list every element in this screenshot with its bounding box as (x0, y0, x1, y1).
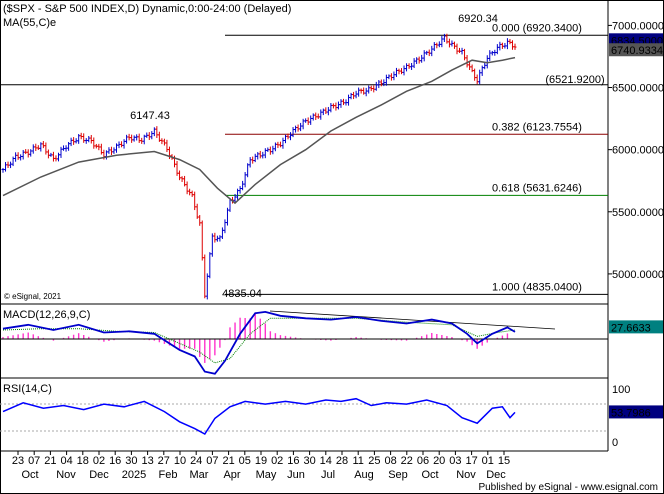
y-tick-label: 7000.0000 (612, 20, 664, 32)
x-month-label: Oct (21, 469, 38, 481)
x-day-label: 02 (271, 455, 283, 467)
x-day-label: 16 (109, 455, 121, 467)
fib-label: 0.382 (6123.7554) (492, 121, 582, 133)
ma-value-label-bg (609, 43, 663, 57)
x-month-label: Sep (388, 469, 408, 481)
x-month-label: 2025 (122, 469, 146, 481)
support-label: (6521.9200) (545, 74, 604, 86)
swing-label: 6920.34 (458, 13, 498, 25)
x-month-label: Feb (159, 469, 178, 481)
fib-label: 1.000 (4835.0400) (492, 281, 582, 293)
x-month-label: Aug (354, 469, 374, 481)
x-month-label: Dec (89, 469, 109, 481)
x-month-label: Apr (223, 469, 240, 481)
rsi-tick-label: 0 (612, 437, 618, 449)
x-day-label: 15 (498, 455, 510, 467)
last-price-label-bg (609, 33, 663, 47)
x-day-label: 06 (417, 455, 429, 467)
y-tick-label: 5000.0000 (612, 269, 664, 281)
price-bars (1, 33, 517, 300)
rsi-value-label-bg (609, 405, 663, 419)
watermark: © eSignal, 2021 (4, 292, 62, 301)
fib-label: 0.000 (6920.3400) (492, 22, 582, 34)
x-month-label: Oct (421, 469, 438, 481)
x-day-label: 20 (433, 455, 445, 467)
x-day-label: 17 (465, 455, 477, 467)
x-day-label: 14 (320, 455, 332, 467)
x-month-label: Jul (321, 469, 335, 481)
ma-55-line (2, 56, 516, 205)
x-month-label: Dec (486, 469, 506, 481)
x-day-label: 04 (60, 455, 72, 467)
x-day-label: 22 (401, 455, 413, 467)
x-day-label: 10 (174, 455, 186, 467)
y-tick-label: 6000.0000 (612, 145, 664, 157)
y-tick-label: 5500.0000 (612, 207, 664, 219)
macd-line (2, 310, 516, 375)
x-day-label: 28 (336, 455, 348, 467)
x-day-label: 21 (222, 455, 234, 467)
x-day-label: 30 (125, 455, 137, 467)
swing-label: 6147.43 (130, 110, 170, 122)
swing-label: 4835.04 (222, 288, 262, 300)
x-day-label: 21 (44, 455, 56, 467)
x-day-label: 08 (384, 455, 396, 467)
x-day-label: 24 (190, 455, 202, 467)
x-day-label: 07 (28, 455, 40, 467)
chart-title: ($SPX - S&P 500 INDEX,D) Dynamic,0:00-24… (3, 3, 291, 15)
ma-legend: MA(55,C)e (3, 17, 56, 29)
x-day-label: 02 (93, 455, 105, 467)
x-day-label: 16 (287, 455, 299, 467)
rsi-tick-label: 100 (612, 384, 630, 396)
x-day-label: 25 (368, 455, 380, 467)
macd-title: MACD(12,26,9,C) (3, 309, 90, 321)
x-day-label: 13 (141, 455, 153, 467)
x-month-label: Jun (287, 469, 305, 481)
price-labels: 6920.34 6147.43 4835.04 (130, 13, 498, 300)
macd-value-label: 27.6633 (611, 322, 651, 334)
x-day-label: 05 (239, 455, 251, 467)
fibonacci-levels: 0.000 (6920.3400) 0.382 (6123.7554) 0.618 … (0, 22, 608, 295)
x-day-label: 19 (255, 455, 267, 467)
footer-credit: Published by eSignal - www.esignal.com (478, 482, 658, 493)
x-day-label: 18 (77, 455, 89, 467)
x-month-label: May (256, 469, 277, 481)
x-day-label: 30 (303, 455, 315, 467)
ma-value-label: 6740.9334 (611, 45, 663, 57)
x-day-label: 01 (482, 455, 494, 467)
x-day-label: 27 (158, 455, 170, 467)
y-tick-label: 6500.0000 (612, 83, 664, 95)
fib-label: 0.618 (5631.6246) (492, 182, 582, 194)
macd-trendline (269, 310, 556, 330)
x-month-label: Mar (190, 469, 209, 481)
x-day-label: 11 (352, 455, 363, 467)
rsi-title: RSI(14,C) (3, 383, 52, 395)
x-month-label: Nov (456, 469, 476, 481)
rsi-line (2, 397, 516, 435)
x-day-label: 07 (206, 455, 218, 467)
right-axis: 7000.0000 6500.0000 6000.0000 5500.0000 5000… (608, 20, 664, 449)
x-day-label: 23 (12, 455, 24, 467)
rsi-value-label: 53.7986 (611, 407, 651, 419)
macd-value-label-bg (609, 320, 663, 334)
x-month-label: Nov (56, 469, 76, 481)
x-axis: 23 07 21 04 18 02 16 30 13 27 10 24 07 21 05 19 02 16 30 14… (12, 451, 510, 481)
x-day-label: 03 (449, 455, 461, 467)
